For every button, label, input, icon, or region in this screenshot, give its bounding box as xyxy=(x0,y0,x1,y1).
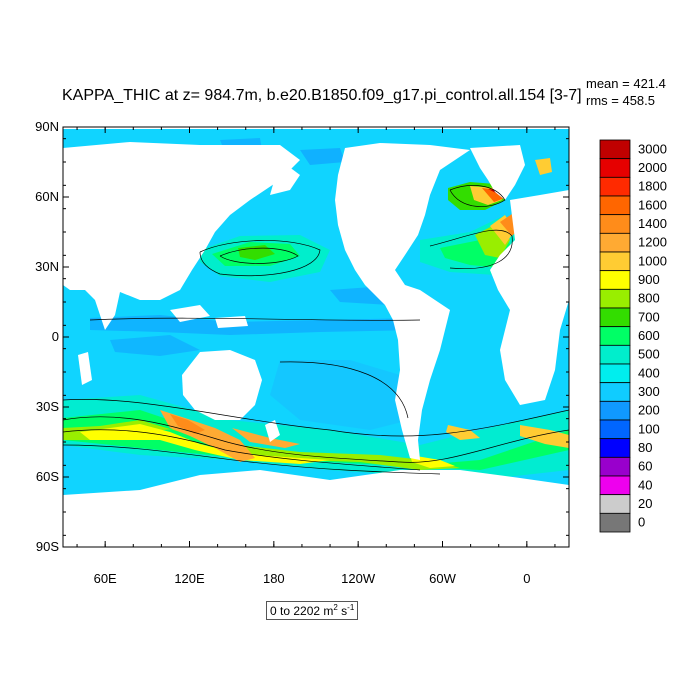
colorbar-label: 3000 xyxy=(638,141,667,156)
colorbar-swatch xyxy=(599,232,631,253)
colorbar-swatch xyxy=(599,475,631,496)
colorbar-swatch xyxy=(599,251,631,272)
colorbar-label: 20 xyxy=(638,496,652,511)
lon-tick-label: 120W xyxy=(341,571,376,586)
lat-tick-label: 0 xyxy=(52,329,59,344)
colorbar-label: 300 xyxy=(638,384,660,399)
colorbar-label: 500 xyxy=(638,347,660,362)
plot-title: KAPPA_THIC at z= 984.7m, b.e20.B1850.f09… xyxy=(62,87,582,104)
contour-lines xyxy=(63,185,569,475)
land-masses xyxy=(63,127,569,547)
colorbar-label: 900 xyxy=(638,272,660,287)
colorbar-label: 1400 xyxy=(638,216,667,231)
colorbar-label: 2000 xyxy=(638,160,667,175)
lat-tick-label: 60S xyxy=(36,469,59,484)
rms-stat: rms = 458.5 xyxy=(586,93,656,108)
colorbar-swatch xyxy=(599,195,631,216)
colorbar-swatch xyxy=(599,363,631,384)
colorbar: 3000200018001600140012001000900800700600… xyxy=(599,139,667,533)
colorbar-label: 1800 xyxy=(638,179,667,194)
colorbar-swatch xyxy=(599,512,631,533)
lon-tick-label: 60W xyxy=(429,571,456,586)
lat-tick-label: 90S xyxy=(36,539,59,554)
colorbar-label: 600 xyxy=(638,328,660,343)
lon-tick-label: 180 xyxy=(263,571,285,586)
colorbar-label: 800 xyxy=(638,291,660,306)
colorbar-swatch xyxy=(599,400,631,421)
lat-axis: 90N 60N 30N 0 30S 60S 90S xyxy=(35,119,569,554)
colorbar-swatch xyxy=(599,494,631,514)
lon-axis: 60E 120E 180 120W 60W 0 xyxy=(76,127,556,586)
lon-tick-label: 60E xyxy=(94,571,117,586)
lat-tick-label: 30S xyxy=(36,399,59,414)
colorbar-swatch xyxy=(599,288,631,309)
colorbar-label: 1000 xyxy=(638,253,667,268)
colorbar-label: 0 xyxy=(638,515,645,530)
colorbar-label: 100 xyxy=(638,421,660,436)
colorbar-label: 700 xyxy=(638,309,660,324)
lon-tick-label: 0 xyxy=(523,571,530,586)
colorbar-label: 40 xyxy=(638,477,652,492)
colorbar-swatch xyxy=(599,438,631,458)
colorbar-swatch xyxy=(599,456,631,477)
colorbar-swatch xyxy=(599,344,631,365)
colorbar-swatch xyxy=(599,419,631,440)
colorbar-label: 200 xyxy=(638,403,660,418)
colorbar-swatch xyxy=(599,307,631,328)
mean-stat: mean = 421.4 xyxy=(586,76,666,91)
colorbar-label: 1200 xyxy=(638,235,667,250)
colorbar-label: 60 xyxy=(638,459,652,474)
colorbar-swatch xyxy=(599,382,631,402)
colorbar-label: 400 xyxy=(638,365,660,380)
lat-tick-label: 60N xyxy=(35,189,59,204)
lat-tick-label: 90N xyxy=(35,119,59,134)
colorbar-swatch xyxy=(599,326,631,346)
colorbar-swatch xyxy=(599,139,631,160)
lon-tick-label: 120E xyxy=(174,571,205,586)
colorbar-label: 80 xyxy=(638,440,652,455)
colorbar-label: 1600 xyxy=(638,197,667,212)
colorbar-swatch xyxy=(599,270,631,290)
colorbar-swatch xyxy=(599,158,631,178)
map-field xyxy=(63,127,569,547)
colorbar-swatch xyxy=(599,176,631,197)
colorbar-swatch xyxy=(599,214,631,234)
range-label: 0 to 2202 m2 s-1 xyxy=(266,601,359,620)
lat-tick-label: 30N xyxy=(35,259,59,274)
